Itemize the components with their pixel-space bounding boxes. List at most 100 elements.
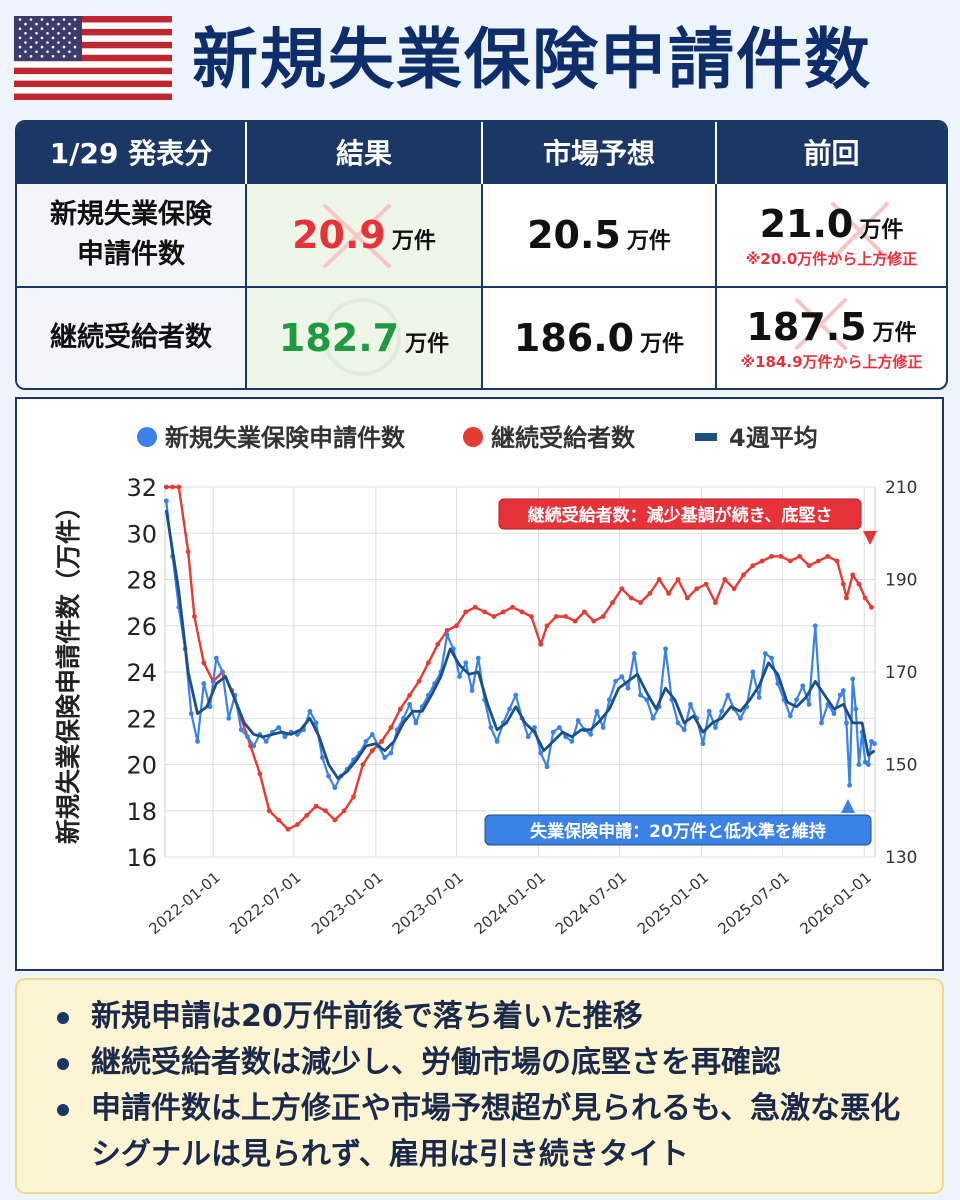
continuing-claims-point	[684, 595, 690, 601]
continuing-claims-point	[313, 803, 319, 809]
initial-claims-point	[507, 706, 512, 712]
previous-unit: 万件	[859, 217, 904, 243]
summary-item: 継続受給者数は減少し、労働市場の底堅さを再確認	[57, 1040, 942, 1086]
continuing-claims-point	[815, 558, 821, 564]
previous-unit: 万件	[872, 320, 917, 346]
initial-claims-point	[494, 738, 500, 744]
continuing-claims-point	[600, 614, 606, 619]
continuing-claims-point	[332, 817, 338, 823]
initial-claims-point	[382, 755, 388, 760]
initial-claims-point	[332, 785, 338, 791]
continuing-claims-point	[266, 808, 272, 814]
continuing-claims-point	[435, 641, 441, 647]
initial-claims-point	[819, 720, 824, 726]
initial-claims-point	[769, 655, 774, 661]
table-row: 継続受給者数 182.7 万件 186.0 万件	[17, 286, 946, 388]
continuing-claims-point	[563, 614, 569, 619]
initial-claims-point	[188, 711, 194, 717]
continuing-claims-point	[769, 553, 774, 559]
initial-claims-point	[650, 715, 656, 721]
initial-claims-point	[619, 674, 625, 680]
previous-cell: 187.5 万件 ※184.9万件から上方修正	[716, 286, 946, 388]
initial-claims-point	[444, 632, 450, 638]
continuing-claims-point	[528, 614, 534, 619]
initial-claims-point	[363, 738, 369, 744]
initial-claims-point	[844, 720, 849, 726]
x-tick-label: 2022-07-01	[226, 868, 304, 938]
header-result: 結果	[246, 122, 483, 183]
summary-text: 継続受給者数は減少し、労働市場の底堅さを再確認	[91, 1045, 781, 1080]
initial-claims-point	[719, 708, 725, 714]
y-tick-label-right: 170	[885, 663, 917, 683]
initial-claims-point	[195, 738, 200, 744]
summary-item: 申請件数は上方修正や市場予想超が見られるも、急激な悪化シグナルは見られず、雇用は…	[57, 1086, 942, 1178]
continuing-claims-point	[713, 600, 718, 606]
continuing-claims-point	[862, 595, 868, 601]
forecast-value: 20.5	[527, 213, 621, 257]
initial-claims-point	[220, 669, 225, 675]
header-previous: 前回	[716, 122, 946, 183]
x-tick-label: 2023-01-01	[308, 868, 386, 938]
continuing-claims-point	[482, 609, 487, 615]
us-flag-icon	[14, 16, 172, 100]
initial-claims-point	[326, 773, 331, 779]
initial-claims-point	[872, 741, 877, 747]
continuing-claims-point	[463, 609, 469, 615]
table-header-row: 1/29 発表分 結果 市場予想 前回	[17, 122, 946, 183]
forecast-unit: 万件	[626, 229, 671, 254]
y-tick-label-left: 30	[126, 520, 157, 548]
continuing-claims-point	[628, 595, 634, 601]
initial-claims-point	[840, 688, 846, 693]
continuing-claims-point	[388, 725, 394, 730]
continuing-claims-point	[519, 609, 525, 615]
forecast-cell: 186.0 万件	[482, 286, 717, 388]
x-tick-label: 2025-07-01	[715, 868, 793, 938]
annotation-claims-pointer	[841, 799, 855, 813]
continuing-claims-point	[834, 558, 840, 564]
initial-claims-point	[631, 651, 637, 656]
initial-claims-point	[226, 715, 232, 721]
result-cell: 20.9 万件	[246, 182, 483, 287]
initial-claims-point	[737, 715, 743, 721]
initial-claims-point	[600, 725, 606, 730]
initial-claims-point	[850, 676, 856, 682]
y-tick-label-left: 20	[126, 752, 157, 780]
y-tick-label-left: 16	[126, 844, 157, 872]
initial-claims-point	[276, 725, 282, 730]
continuing-claims-point	[553, 614, 559, 619]
initial-claims-point	[812, 623, 818, 629]
continuing-claims-point	[397, 706, 403, 712]
continuing-claims-point	[379, 738, 385, 744]
continuing-claims-point	[323, 808, 328, 814]
initial-claims-point	[775, 681, 781, 686]
annotation-claims: 失業保険申請：20万件と低水準を維持	[484, 799, 872, 846]
initial-claims-point	[706, 708, 712, 714]
result-value: 182.7	[278, 316, 400, 360]
continuing-claims-point	[869, 604, 874, 610]
continuing-claims-point	[750, 563, 756, 569]
initial-claims-point	[613, 678, 619, 684]
y-tick-label-right: 210	[885, 478, 917, 498]
initial-claims-point	[831, 711, 837, 717]
row-label-line2: 申請件数	[77, 239, 185, 270]
continuing-claims-point	[741, 572, 746, 578]
initial-claims-point	[488, 725, 494, 730]
legend-marker-continuing	[463, 427, 483, 447]
continuing-claims-point	[163, 484, 169, 490]
previous-cell: 21.0 万件 ※20.0万件から上方修正	[716, 182, 946, 287]
continuing-claims-point	[416, 678, 422, 684]
initial-claims-point	[865, 762, 871, 767]
continuing-claims-point	[257, 771, 263, 777]
y-tick-label-left: 22	[126, 705, 157, 733]
continuing-claims-point	[544, 623, 550, 629]
initial-claims-point	[675, 720, 681, 726]
continuing-claims-point	[647, 590, 653, 596]
previous-value: 187.5	[746, 304, 867, 349]
continuing-claims-point	[360, 762, 366, 767]
result-unit: 万件	[405, 332, 450, 357]
continuing-claims-point	[638, 600, 643, 606]
x-tick-label: 2024-01-01	[471, 868, 549, 938]
initial-claims-point	[575, 718, 581, 723]
continuing-claims-point	[351, 794, 356, 800]
